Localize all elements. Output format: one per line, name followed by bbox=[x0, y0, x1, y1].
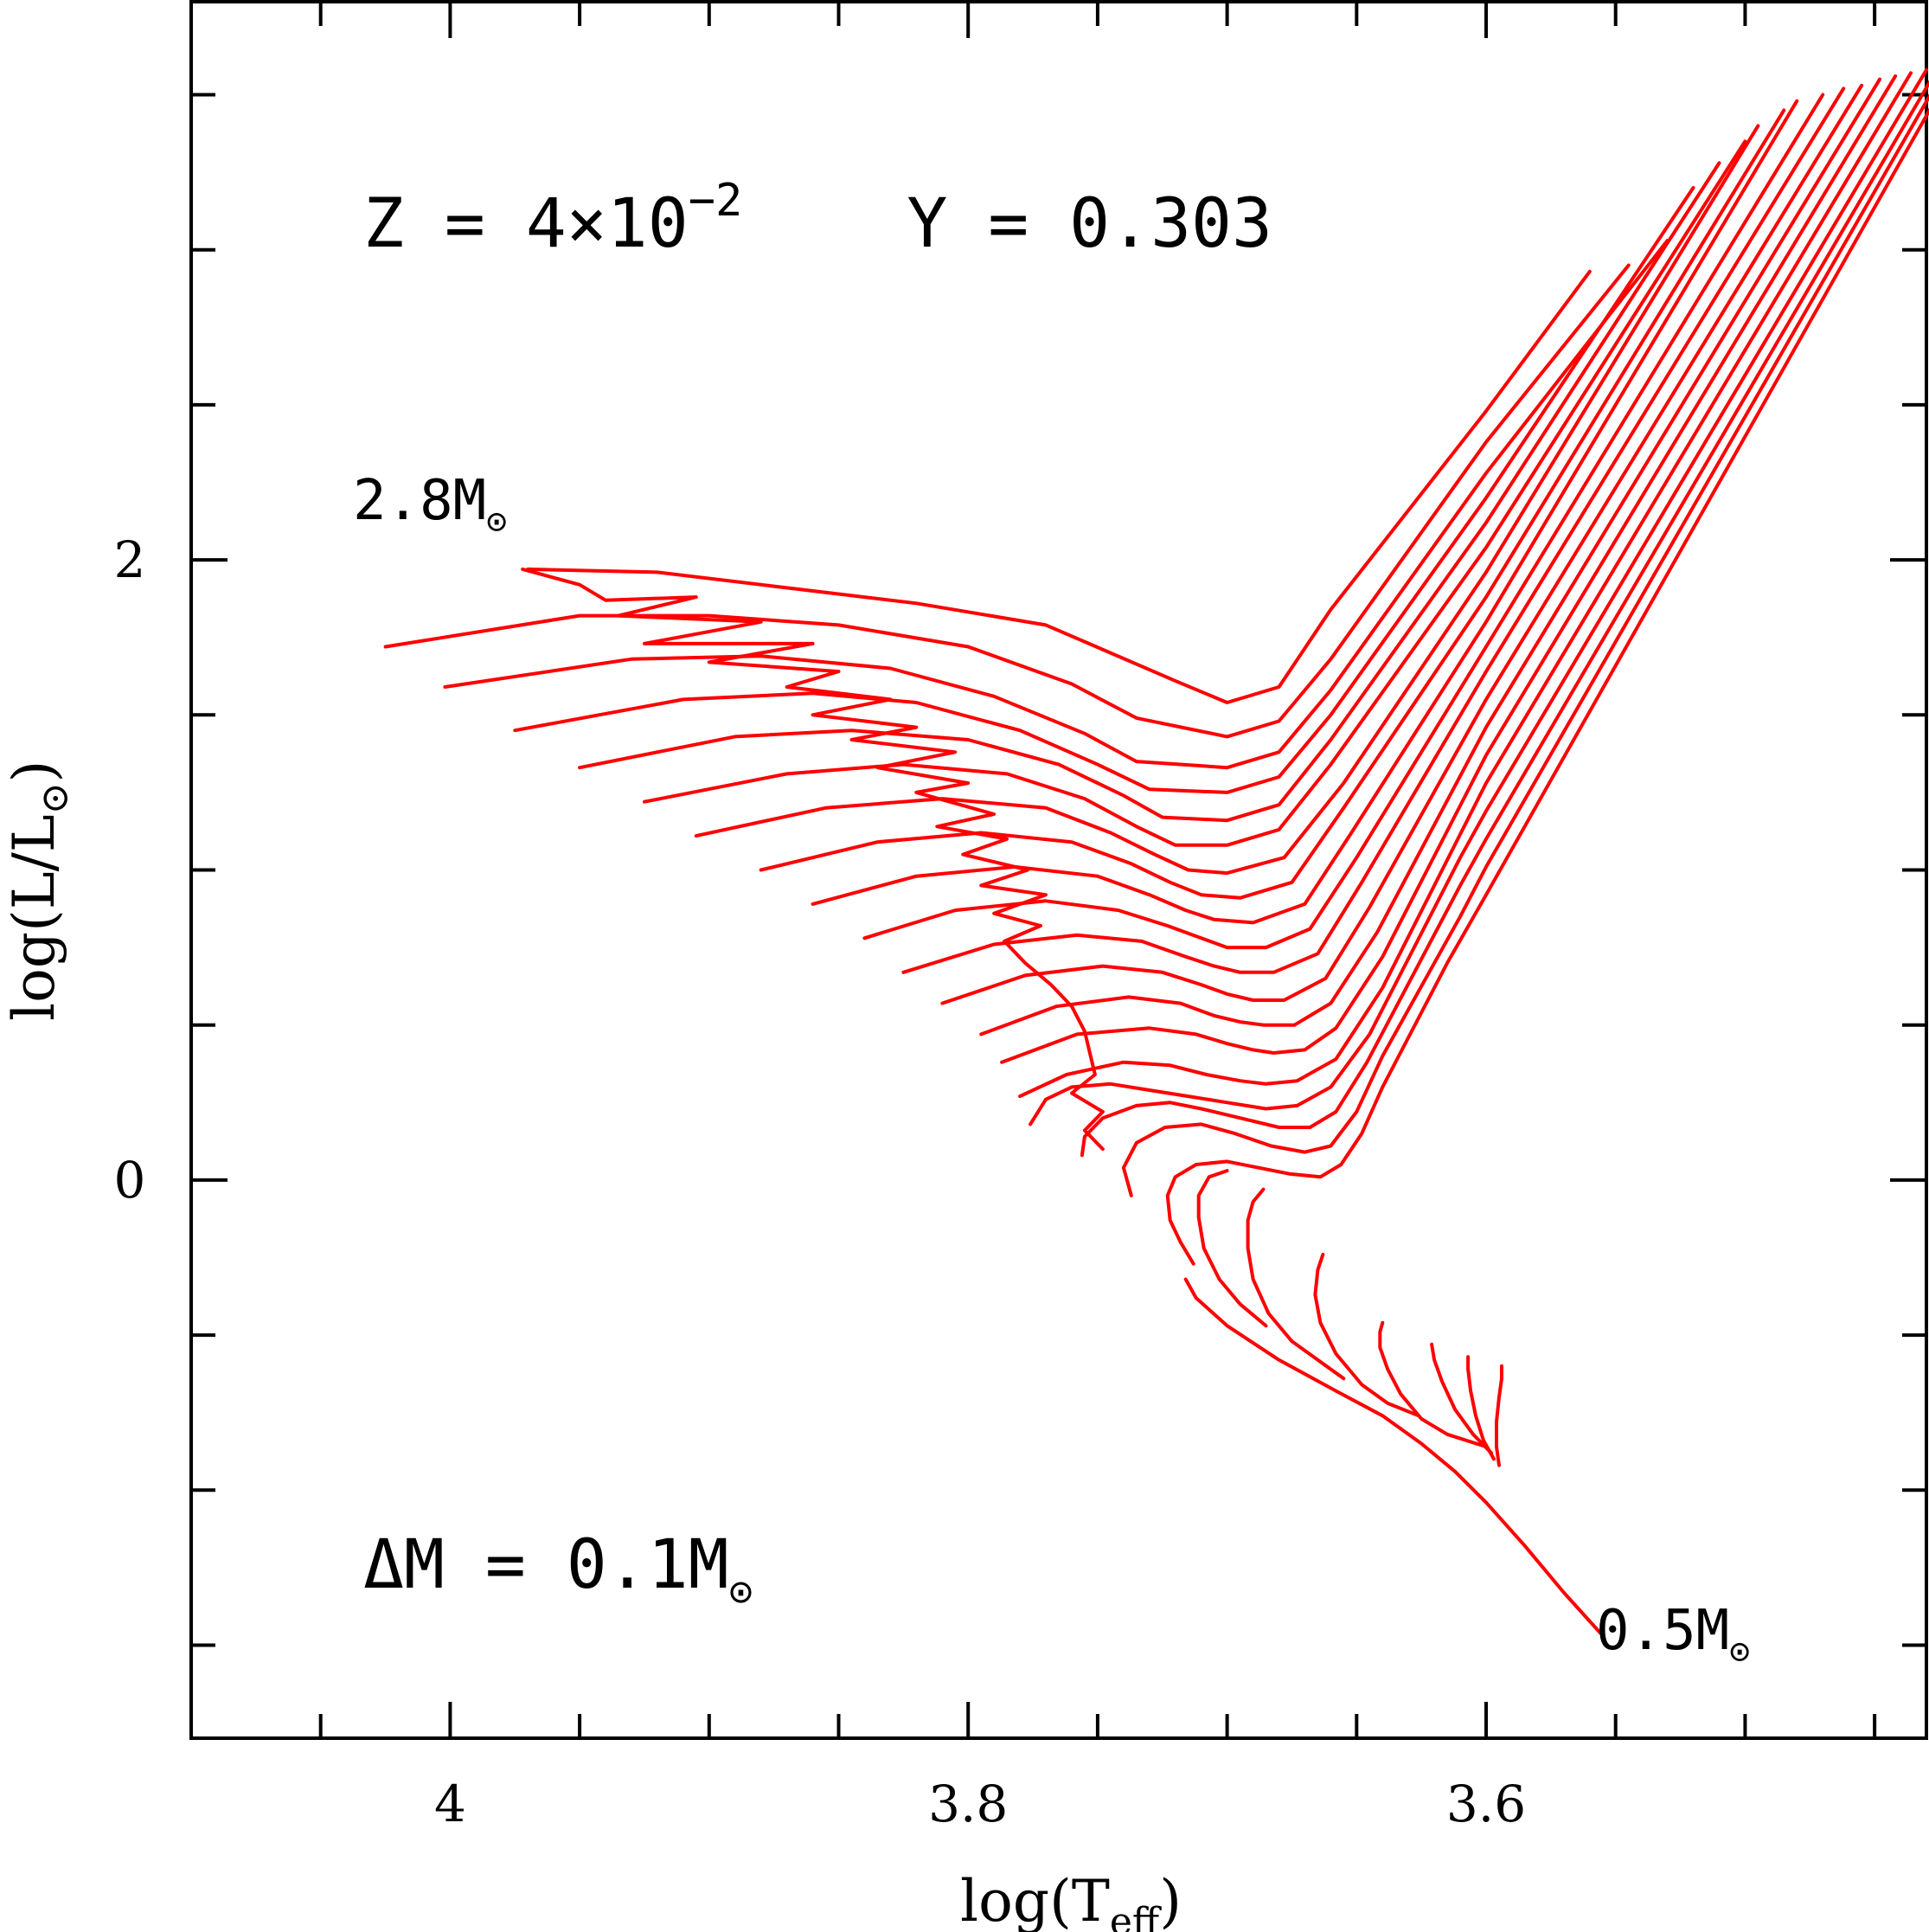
track-line bbox=[694, 124, 1760, 876]
track-line bbox=[1121, 93, 1929, 1197]
track-line bbox=[1196, 1169, 1268, 1328]
axis-ticks bbox=[191, 2, 1926, 1738]
track-line bbox=[578, 161, 1721, 823]
track-line bbox=[1430, 1342, 1493, 1455]
track-line bbox=[521, 567, 1105, 1152]
x-axis-label: log(Teff) bbox=[960, 1868, 1182, 1932]
bottom-track-label: 0.5M⊙ bbox=[1596, 1599, 1750, 1672]
x-tick-label: 4 bbox=[434, 1775, 466, 1833]
track-line bbox=[759, 108, 1786, 900]
track-line bbox=[811, 99, 1799, 925]
track-line bbox=[1246, 1187, 1346, 1381]
track-line bbox=[383, 263, 1631, 739]
x-tick-label: 3.8 bbox=[928, 1775, 1008, 1833]
track-line bbox=[1018, 71, 1913, 1099]
track-line bbox=[443, 239, 1669, 770]
evolutionary-tracks bbox=[383, 67, 1929, 1635]
track-line bbox=[979, 77, 1882, 1037]
track-line bbox=[1495, 1364, 1503, 1467]
y-axis-label: log(L/L⊙) bbox=[1, 761, 77, 1021]
composition-label: Z = 4×10−2 Y = 0.303 bbox=[363, 175, 1272, 263]
tick-labels: 4 3.8 3.6 0 2 bbox=[114, 530, 1527, 1833]
y-tick-label: 0 bbox=[114, 1151, 146, 1210]
track-line bbox=[526, 269, 1592, 704]
track-line bbox=[1183, 1277, 1602, 1635]
track-line bbox=[862, 93, 1825, 950]
track-line bbox=[513, 186, 1695, 794]
track-line bbox=[1000, 74, 1898, 1064]
track-line bbox=[940, 83, 1864, 1005]
x-tick-label: 3.6 bbox=[1446, 1775, 1526, 1833]
track-line bbox=[1378, 1320, 1488, 1449]
track-line bbox=[901, 87, 1846, 974]
track-line bbox=[1313, 1252, 1421, 1418]
top-track-label: 2.8M⊙ bbox=[353, 469, 507, 542]
mass-step-label: ΔM = 0.1M⊙ bbox=[363, 1526, 753, 1614]
y-tick-label: 2 bbox=[114, 530, 146, 589]
track-line bbox=[1080, 80, 1929, 1158]
track-line bbox=[1466, 1355, 1496, 1461]
track-line bbox=[1165, 107, 1929, 1266]
